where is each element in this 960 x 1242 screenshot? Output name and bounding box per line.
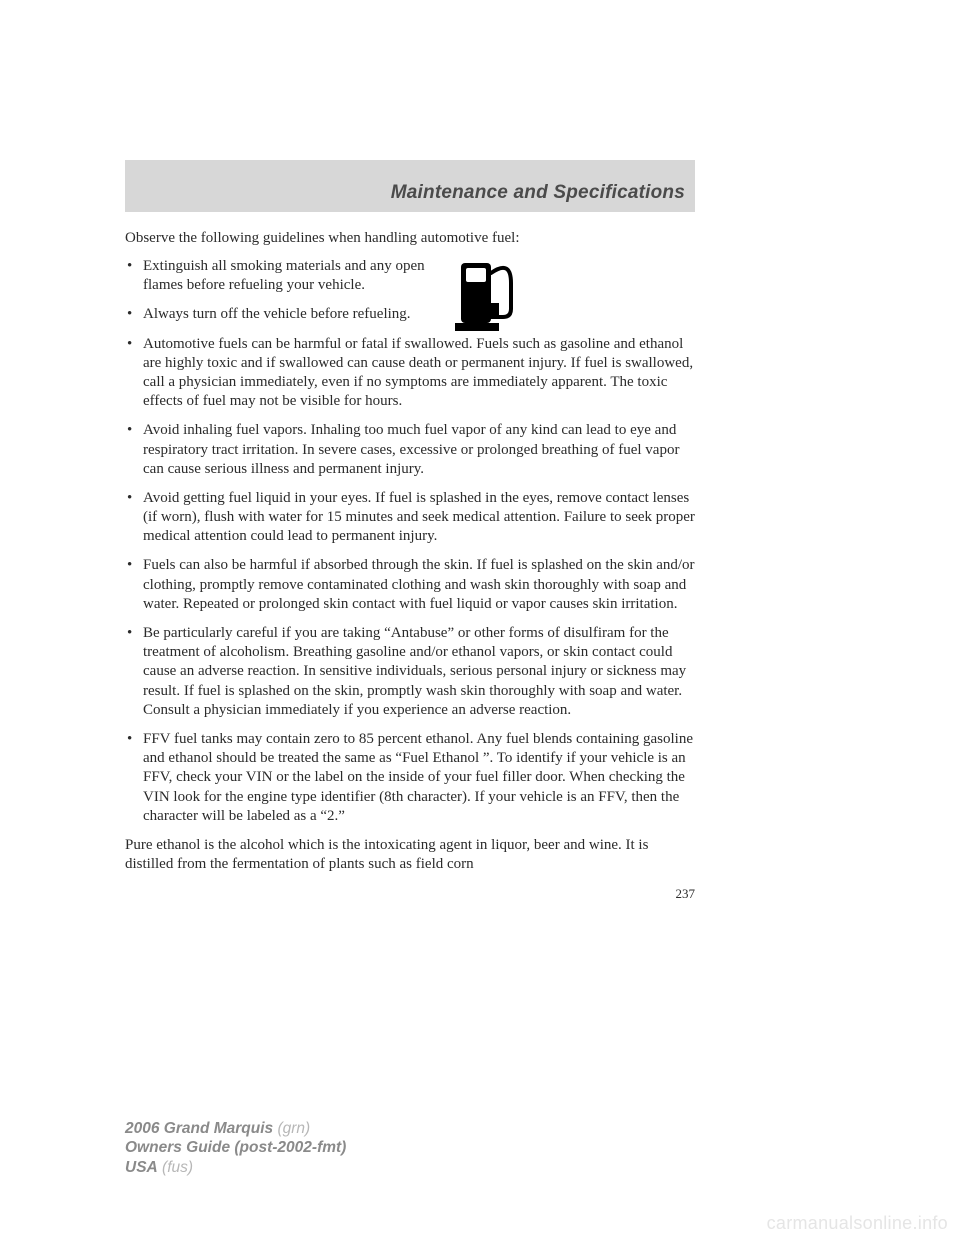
list-item: Avoid inhaling fuel vapors. Inhaling too…: [125, 421, 695, 479]
closing-paragraph: Pure ethanol is the alcohol which is the…: [125, 836, 695, 874]
footer-model-code: (grn): [277, 1120, 310, 1137]
guideline-list: Extinguish all smoking materials and any…: [125, 257, 695, 826]
list-item-text: Always turn off the vehicle before refue…: [143, 306, 411, 322]
footer-region-code: (fus): [162, 1159, 193, 1176]
list-item: FFV fuel tanks may contain zero to 85 pe…: [125, 730, 695, 826]
list-item-text: Automotive fuels can be harmful or fatal…: [143, 336, 693, 410]
list-item-text: Avoid inhaling fuel vapors. Inhaling too…: [143, 422, 679, 476]
doc-footer: 2006 Grand Marquis (grn) Owners Guide (p…: [125, 1119, 346, 1177]
list-item: Always turn off the vehicle before refue…: [125, 305, 425, 324]
footer-guide: Owners Guide (post-2002-fmt): [125, 1138, 346, 1157]
list-item-text: Fuels can also be harmful if absorbed th…: [143, 557, 695, 611]
list-item-text: FFV fuel tanks may contain zero to 85 pe…: [143, 731, 693, 824]
fuel-pump-icon: [455, 253, 525, 338]
list-item-text: Avoid getting fuel liquid in your eyes. …: [143, 490, 695, 544]
list-item: Automotive fuels can be harmful or fatal…: [125, 335, 695, 412]
page-number: 237: [125, 886, 695, 902]
watermark: carmanualsonline.info: [767, 1213, 948, 1234]
footer-line-model: 2006 Grand Marquis (grn): [125, 1119, 346, 1138]
list-item-text: Be particularly careful if you are takin…: [143, 625, 686, 718]
footer-line-region: USA (fus): [125, 1158, 346, 1177]
section-title: Maintenance and Specifications: [391, 182, 685, 204]
intro-text: Observe the following guidelines when ha…: [125, 230, 695, 247]
list-item: Be particularly careful if you are takin…: [125, 624, 695, 720]
list-item: Fuels can also be harmful if absorbed th…: [125, 556, 695, 614]
page-content: Maintenance and Specifications Observe t…: [125, 160, 695, 874]
section-header: Maintenance and Specifications: [125, 160, 695, 212]
footer-region: USA: [125, 1159, 158, 1176]
list-item: Avoid getting fuel liquid in your eyes. …: [125, 489, 695, 547]
list-item-text: Extinguish all smoking materials and any…: [143, 258, 425, 293]
list-item: Extinguish all smoking materials and any…: [125, 257, 425, 295]
footer-model: 2006 Grand Marquis: [125, 1120, 273, 1137]
